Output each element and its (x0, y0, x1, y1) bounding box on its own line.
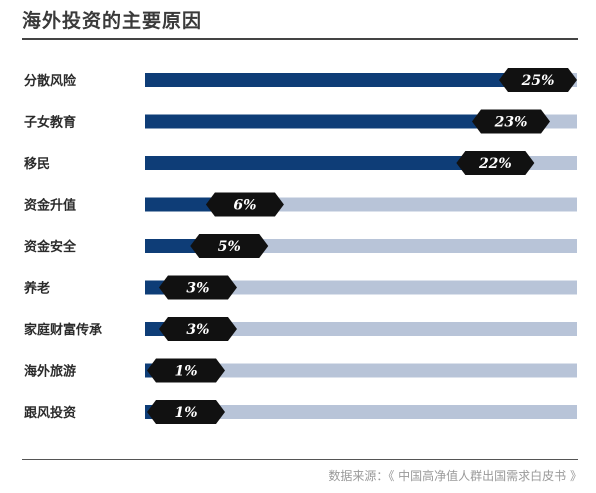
bar (145, 156, 490, 170)
data-label: 22% (478, 156, 512, 172)
data-label: 5% (218, 239, 241, 255)
bar (145, 114, 505, 129)
value-badge (158, 275, 237, 300)
category-label: 子女教育 (24, 115, 76, 131)
bar-track (145, 280, 577, 295)
data-label: 3% (186, 322, 209, 338)
bar-track (145, 322, 577, 336)
footer-divider (22, 459, 578, 460)
category-label: 海外旅游 (24, 364, 76, 380)
data-label: 6% (233, 198, 256, 214)
data-label: 3% (186, 281, 209, 297)
chart-title: 海外投资的主要原因 (22, 10, 203, 32)
value-badge (147, 358, 225, 383)
title-divider (22, 38, 578, 40)
category-label: 跟风投资 (24, 405, 76, 421)
category-label: 资金升值 (24, 198, 76, 214)
category-label: 养老 (23, 281, 50, 297)
category-label: 家庭财富传承 (24, 322, 102, 338)
value-badge (205, 192, 284, 217)
bar-track (145, 363, 577, 378)
category-label: 资金安全 (24, 239, 77, 255)
value-badge (472, 109, 550, 134)
bar (145, 73, 537, 87)
value-badge (190, 234, 269, 258)
category-label: 分散风险 (24, 73, 77, 89)
category-label: 移民 (24, 156, 50, 172)
source-note: 数据来源：《 中国高净值人群出国需求白皮书 》 (328, 469, 582, 483)
bar-track (145, 405, 577, 419)
data-label: 23% (494, 115, 528, 131)
value-badge (147, 400, 225, 424)
data-label: 1% (174, 405, 197, 421)
data-label: 1% (174, 364, 197, 380)
data-label: 25% (521, 73, 555, 89)
value-badge (456, 151, 535, 175)
value-badge (499, 68, 577, 92)
value-badge (158, 317, 237, 341)
